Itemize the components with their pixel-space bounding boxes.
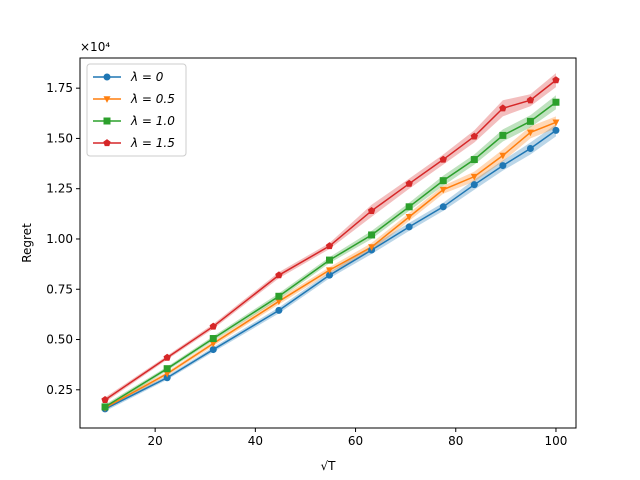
- series-0-point-8: [470, 181, 478, 189]
- series-3-point-9: [499, 104, 507, 112]
- series-3-point-0: [101, 395, 109, 403]
- series-1-point-3: [275, 298, 283, 306]
- legend-marker-1: [103, 96, 111, 103]
- series-1-point-5: [368, 244, 376, 251]
- y-tick-label: 0.50: [46, 333, 73, 347]
- x-tick-label: 60: [348, 434, 363, 448]
- series-3-point-11: [552, 76, 560, 84]
- y-tick-label: 1.25: [46, 182, 73, 196]
- series-2-point-11: [552, 98, 560, 106]
- legend-label-2: λ = 1.0: [130, 114, 175, 128]
- y-tick-label: 1.50: [46, 131, 73, 145]
- series-0-point-11: [552, 126, 560, 134]
- series-2-point-3: [275, 292, 283, 300]
- x-axis-label: √T: [321, 459, 337, 473]
- series-3-point-4: [325, 242, 334, 250]
- series-1-point-7: [439, 186, 447, 194]
- series-2-point-2: [209, 335, 217, 343]
- legend-box: [86, 63, 187, 157]
- series-2-line: [104, 101, 557, 408]
- x-axis: 20 40 60 80 100: [148, 428, 568, 448]
- series-0-point-3: [275, 306, 283, 314]
- series-0-point-4: [326, 271, 334, 279]
- y-tick-label: 0.75: [46, 282, 73, 296]
- legend-label-0: λ = 0: [130, 70, 164, 84]
- series-1-point-2: [209, 340, 217, 348]
- series-3-point-10: [526, 96, 535, 104]
- legend-marker-3: [103, 139, 111, 147]
- y-offset-label: ×10⁴: [80, 40, 110, 54]
- series-1-point-6: [405, 214, 413, 221]
- series-2-point-10: [526, 117, 534, 125]
- legend: λ = 0 λ = 0.5 λ = 1.0 λ = 1.5: [86, 63, 187, 157]
- series-2-point-8: [470, 156, 478, 164]
- series-1-point-9: [499, 152, 507, 160]
- legend-label-3: λ = 1.5: [130, 136, 175, 150]
- series-3-band: [105, 73, 556, 403]
- y-tick-label: 1.00: [46, 232, 73, 246]
- series-3-point-6: [405, 179, 413, 187]
- series-2-point-6: [405, 203, 413, 211]
- series-1-point-4: [326, 267, 334, 274]
- series-1-point-11: [552, 119, 560, 127]
- series-1-point-1: [163, 370, 171, 378]
- series-2-point-0: [101, 403, 109, 411]
- series-0-line: [104, 129, 557, 410]
- series-2-point-9: [499, 131, 507, 139]
- series-0-point-10: [526, 144, 534, 152]
- series-3-point-5: [367, 206, 376, 214]
- series-2-point-4: [326, 256, 334, 264]
- series-2-point-7: [439, 177, 447, 185]
- series-3-point-3: [275, 271, 283, 279]
- y-axis: 0.25 0.50 0.75 1.00 1.25 1.50 1.75: [46, 81, 80, 397]
- legend-label-1: λ = 0.5: [130, 92, 175, 106]
- series-3-point-2: [209, 322, 217, 330]
- plot-frame: [79, 57, 577, 429]
- series-0-point-2: [209, 346, 217, 354]
- series-2-point-5: [368, 231, 376, 239]
- x-tick-label: 20: [148, 434, 163, 448]
- series-lines: [104, 79, 557, 410]
- y-axis-label: Regret: [20, 223, 34, 263]
- x-tick-label: 80: [448, 434, 463, 448]
- x-tick-label: 40: [248, 434, 263, 448]
- series-3-point-7: [439, 155, 447, 163]
- series-2-band: [105, 95, 556, 410]
- y-tick-label: 1.75: [46, 81, 73, 95]
- legend-marker-2: [103, 117, 111, 125]
- series-0-point-6: [405, 223, 413, 231]
- y-tick-label: 0.25: [46, 383, 73, 397]
- series-2-point-1: [163, 365, 171, 373]
- x-tick-label: 100: [545, 434, 568, 448]
- series-1-point-8: [470, 173, 478, 181]
- series-1-line: [104, 121, 557, 409]
- series-markers: [101, 76, 560, 413]
- series-0-point-1: [163, 374, 171, 382]
- series-3-point-1: [163, 353, 171, 361]
- series-1-point-10: [526, 129, 534, 137]
- series-3-point-8: [470, 132, 478, 140]
- series-3-line: [104, 79, 557, 401]
- series-0-point-7: [439, 203, 447, 211]
- series-0-point-9: [499, 162, 507, 170]
- legend-marker-0: [103, 73, 111, 81]
